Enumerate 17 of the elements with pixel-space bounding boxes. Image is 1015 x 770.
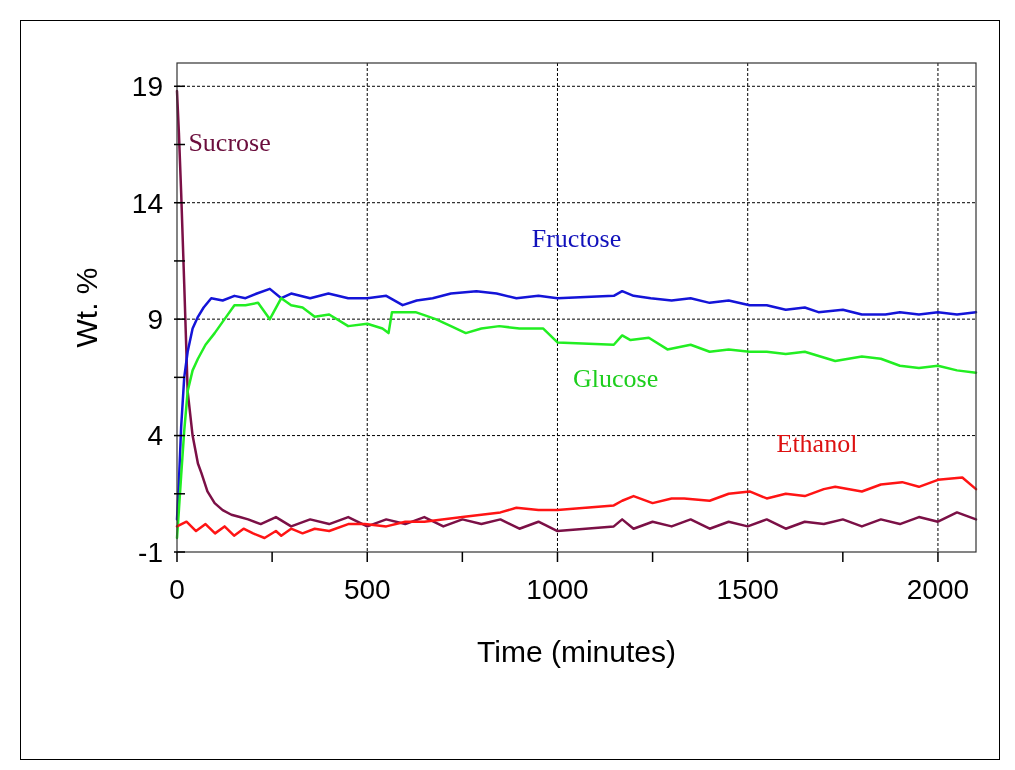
- x-tick-label: 1500: [716, 574, 779, 605]
- x-tick-label: 2000: [906, 574, 970, 605]
- series-label: Fructose: [531, 223, 622, 253]
- y-axis-title: Wt. %: [70, 267, 103, 348]
- x-tick-label: 0: [169, 574, 185, 605]
- y-tick-label: 19: [131, 71, 163, 103]
- y-tick-label: -1: [138, 536, 163, 568]
- series-label: Glucose: [573, 363, 659, 393]
- series-label: Ethanol: [776, 428, 858, 458]
- y-tick-label: 9: [147, 303, 163, 335]
- line-series: [175, 476, 978, 540]
- x-tick-label: 1000: [526, 574, 589, 605]
- x-axis-title: Time (minutes): [477, 635, 676, 668]
- series-label: Sucrose: [188, 128, 271, 158]
- y-tick-label: 4: [147, 420, 163, 452]
- y-tick-label: 14: [131, 187, 163, 219]
- x-tick-label: 500: [343, 574, 391, 605]
